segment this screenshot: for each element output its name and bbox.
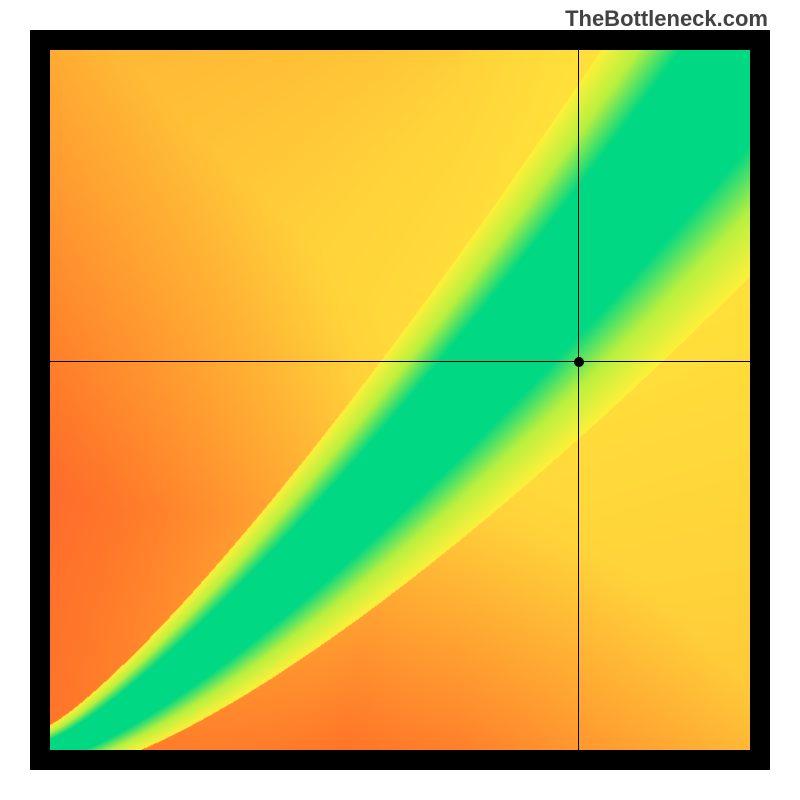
chart-container: TheBottleneck.com	[0, 0, 800, 800]
crosshair-horizontal	[50, 361, 750, 362]
crosshair-vertical	[578, 50, 579, 750]
plot-frame	[30, 30, 770, 770]
crosshair-marker	[574, 357, 584, 367]
bottleneck-heatmap	[50, 50, 750, 750]
watermark-text: TheBottleneck.com	[565, 6, 768, 32]
